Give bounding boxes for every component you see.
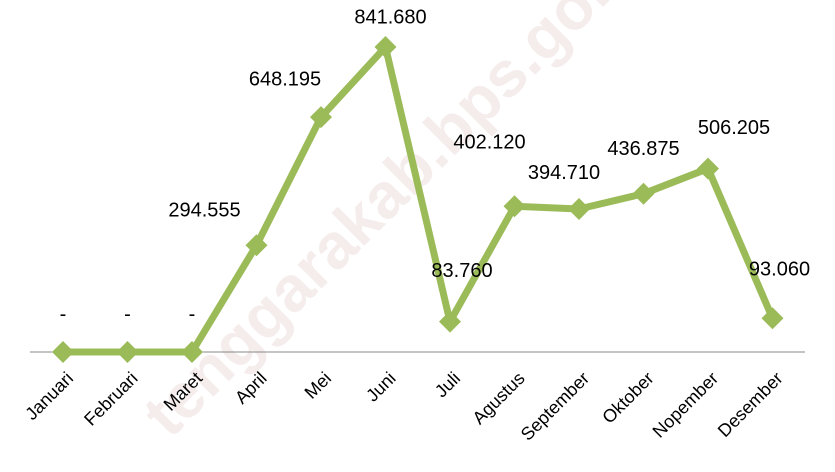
data-label: 93.060 bbox=[749, 259, 810, 281]
data-label: 402.120 bbox=[453, 132, 525, 154]
data-point bbox=[374, 36, 397, 58]
data-point bbox=[245, 234, 268, 257]
x-tick-label: Juni bbox=[362, 368, 399, 405]
data-label: 648.195 bbox=[249, 68, 321, 90]
data-point bbox=[632, 182, 655, 205]
data-point bbox=[761, 307, 784, 330]
x-tick-label: September bbox=[517, 368, 593, 444]
x-tick-label: Oktober bbox=[598, 368, 657, 427]
data-label: 83.760 bbox=[431, 260, 492, 282]
data-point bbox=[310, 106, 332, 129]
data-label: 294.555 bbox=[168, 200, 240, 222]
x-tick-label: Agustus bbox=[469, 368, 529, 428]
data-point bbox=[697, 157, 719, 180]
x-tick-label: Januari bbox=[21, 368, 77, 424]
data-label: 841.680 bbox=[354, 6, 426, 28]
data-label: - bbox=[60, 303, 67, 325]
data-point bbox=[568, 197, 590, 220]
data-label: 436.875 bbox=[607, 138, 679, 160]
data-point bbox=[181, 341, 203, 363]
data-point bbox=[52, 341, 74, 363]
x-tick-label: Desember bbox=[714, 368, 787, 441]
data-label: - bbox=[124, 303, 131, 325]
data-point bbox=[439, 310, 461, 333]
data-label: - bbox=[189, 303, 196, 325]
x-tick-label: Nopember bbox=[649, 368, 723, 442]
data-label: 506.205 bbox=[698, 117, 770, 139]
x-tick-label: Juli bbox=[431, 368, 464, 401]
data-point bbox=[116, 341, 139, 363]
data-label: 394.710 bbox=[528, 162, 600, 184]
x-tick-label: Mei bbox=[301, 368, 336, 403]
data-point bbox=[503, 195, 526, 218]
